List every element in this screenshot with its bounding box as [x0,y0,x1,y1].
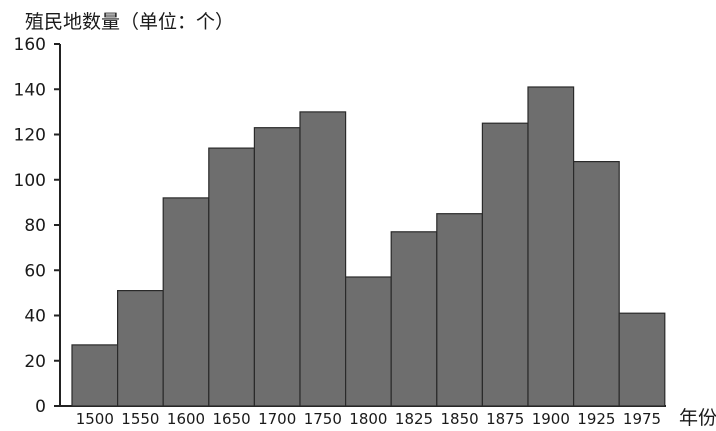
x-tick-label: 1925 [577,410,615,428]
x-axis-title: 年份 [679,407,716,429]
bar-1975 [618,312,666,407]
bars-group [71,86,666,407]
x-tick-label: 1850 [441,410,479,428]
x-tick-label: 1650 [213,410,251,428]
bar-1900 [527,86,575,407]
bar-1825 [390,231,438,407]
bar-1750 [299,111,347,407]
y-tick-label: 60 [24,261,46,281]
x-tick-label: 1900 [532,410,570,428]
x-tick-label: 1825 [395,410,433,428]
bar-1850 [436,213,483,407]
bar-1800 [345,276,392,407]
x-tick-label: 1975 [623,410,661,428]
bar-1925 [572,161,620,407]
y-tick-label: 80 [24,216,46,236]
x-tick-label: 1875 [486,410,524,428]
bar-1600 [162,197,210,407]
y-tick-label: 100 [14,171,46,191]
y-axis-ticks: 0 20 40 60 80 100 120 140 160 [14,35,60,417]
x-tick-label: 1800 [349,410,387,428]
x-tick-label: 1500 [76,410,114,428]
y-tick-label: 0 [35,397,46,417]
x-axis-ticks: 1500 1550 1600 1650 1700 1750 1800 1825 1850 1875… [76,410,661,428]
bar-1550 [116,290,164,407]
bar-1875 [481,122,529,407]
y-tick-label: 20 [24,352,46,372]
y-tick-label: 120 [14,126,46,146]
x-tick-label: 1600 [167,410,205,428]
y-tick-label: 40 [24,307,46,327]
y-tick-label: 140 [14,80,46,100]
y-axis-title: 殖民地数量（单位：个） [25,11,234,33]
bar-1650 [208,147,256,407]
y-tick-label: 160 [14,35,46,55]
x-tick-label: 1750 [304,410,342,428]
bar-1700 [253,127,301,407]
bar-1500 [71,344,119,407]
x-tick-label: 1700 [258,410,296,428]
x-tick-label: 1550 [121,410,159,428]
